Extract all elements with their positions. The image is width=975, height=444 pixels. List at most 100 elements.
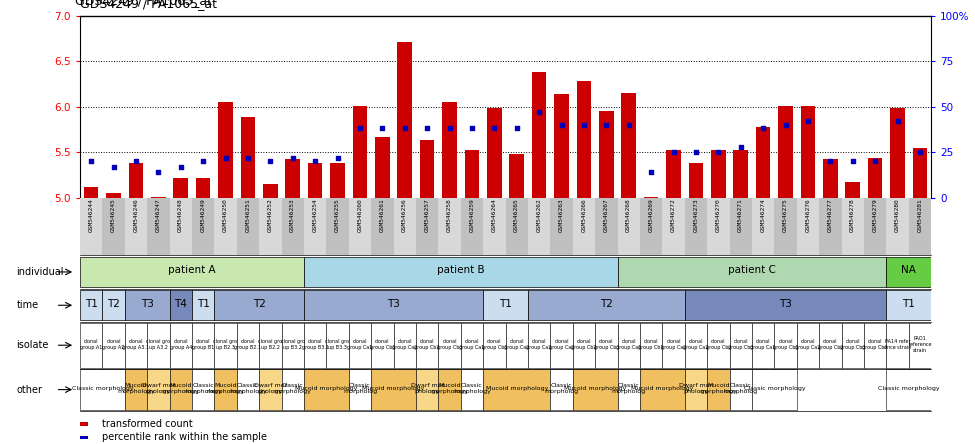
Text: Dwarf mor
phology: Dwarf mor phology	[410, 383, 444, 394]
Bar	[416, 323, 439, 368]
Bar	[662, 198, 684, 255]
Text: clonal
group Ca1: clonal group Ca1	[459, 339, 485, 350]
Point	[442, 125, 457, 132]
Bar	[125, 290, 170, 320]
Point	[262, 158, 278, 165]
Point	[307, 158, 323, 165]
Text: clonal
group Ca2: clonal group Ca2	[526, 339, 552, 350]
Bar	[488, 108, 501, 198]
Text: Classic morphology: Classic morphology	[878, 386, 940, 391]
Point	[509, 125, 525, 132]
Point	[419, 125, 435, 132]
Bar	[192, 290, 214, 320]
Point	[845, 158, 861, 165]
Bar	[237, 198, 259, 255]
Text: GSM546266: GSM546266	[581, 199, 586, 233]
Text: Mucoid
morphology: Mucoid morphology	[162, 383, 200, 394]
Text: clonal
group Cb3: clonal group Cb3	[594, 339, 619, 350]
Text: Mucoid morphology: Mucoid morphology	[486, 386, 548, 391]
Text: Mucoid morphology: Mucoid morphology	[295, 386, 358, 391]
Bar	[531, 72, 546, 198]
Text: T3: T3	[387, 298, 400, 309]
Text: Classic
morphology: Classic morphology	[229, 383, 267, 394]
Bar	[331, 163, 345, 198]
Bar	[752, 198, 774, 255]
Bar	[909, 323, 931, 368]
Bar	[505, 323, 527, 368]
Text: clonal
group B2.1: clonal group B2.1	[234, 339, 261, 350]
Text: T1: T1	[902, 298, 916, 309]
Text: Mucoid
morphology: Mucoid morphology	[207, 383, 245, 394]
Text: GSM546254: GSM546254	[313, 199, 318, 233]
Text: Classic
morpholog: Classic morpholog	[343, 383, 377, 394]
Point	[800, 118, 816, 125]
Bar	[80, 198, 102, 255]
Bar	[106, 193, 121, 198]
Text: Mucoid morphology: Mucoid morphology	[564, 386, 626, 391]
Bar	[147, 198, 170, 255]
Bar	[304, 290, 484, 320]
Text: GSM546244: GSM546244	[89, 199, 94, 233]
Text: GSM546264: GSM546264	[491, 199, 497, 233]
Text: T2: T2	[253, 298, 265, 309]
Bar	[174, 178, 188, 198]
Bar	[80, 323, 102, 368]
Text: GSM546275: GSM546275	[783, 199, 788, 233]
Bar	[102, 323, 125, 368]
Text: GSM546269: GSM546269	[648, 199, 653, 233]
Text: Classic
morphology: Classic morphology	[453, 383, 490, 394]
Bar	[527, 290, 684, 320]
Bar	[282, 369, 304, 410]
Bar	[729, 369, 752, 410]
Bar	[688, 163, 703, 198]
Bar	[550, 198, 572, 255]
Bar	[443, 102, 457, 198]
Bar	[263, 184, 278, 198]
Bar	[550, 323, 572, 368]
Text: Classic
morpholog: Classic morpholog	[723, 383, 758, 394]
Point	[487, 125, 502, 132]
Bar	[707, 198, 729, 255]
Bar	[394, 198, 416, 255]
Text: T3: T3	[140, 298, 154, 309]
Text: Classic
morpholog: Classic morpholog	[544, 383, 578, 394]
Point	[688, 149, 704, 156]
Bar	[752, 369, 797, 410]
Bar	[890, 108, 905, 198]
Text: Classic morphology: Classic morphology	[744, 386, 805, 391]
Bar	[439, 323, 461, 368]
Point	[733, 143, 749, 150]
Text: Dwarf mor
phology: Dwarf mor phology	[680, 383, 713, 394]
Text: clonal gro
up B3.2: clonal gro up B3.2	[281, 339, 305, 350]
Bar	[214, 323, 237, 368]
Text: Classic
morphology: Classic morphology	[274, 383, 312, 394]
Bar	[572, 198, 595, 255]
Bar	[170, 323, 192, 368]
Point	[531, 108, 547, 115]
Bar	[151, 197, 166, 198]
Bar	[684, 369, 707, 410]
Text: GSM546276: GSM546276	[805, 199, 810, 233]
Point	[621, 121, 637, 128]
Text: Classic morphology: Classic morphology	[71, 386, 134, 391]
Bar	[304, 198, 327, 255]
Text: clonal gro
up B2.3: clonal gro up B2.3	[214, 339, 238, 350]
Text: clonal
group Cb2: clonal group Cb2	[414, 339, 440, 350]
Text: GSM546270: GSM546270	[716, 199, 721, 233]
Bar	[259, 198, 282, 255]
Bar	[102, 198, 125, 255]
Bar	[439, 198, 461, 255]
Text: clonal
group B1: clonal group B1	[192, 339, 214, 350]
Bar	[129, 163, 143, 198]
Point	[778, 121, 794, 128]
Point	[576, 121, 592, 128]
Bar	[774, 323, 797, 368]
Bar	[800, 106, 815, 198]
Bar	[662, 323, 684, 368]
Bar	[125, 198, 147, 255]
Bar	[729, 323, 752, 368]
Text: clonal
group A2: clonal group A2	[102, 339, 125, 350]
Bar	[527, 323, 550, 368]
Bar	[707, 323, 729, 368]
Text: GSM546246: GSM546246	[134, 199, 138, 233]
